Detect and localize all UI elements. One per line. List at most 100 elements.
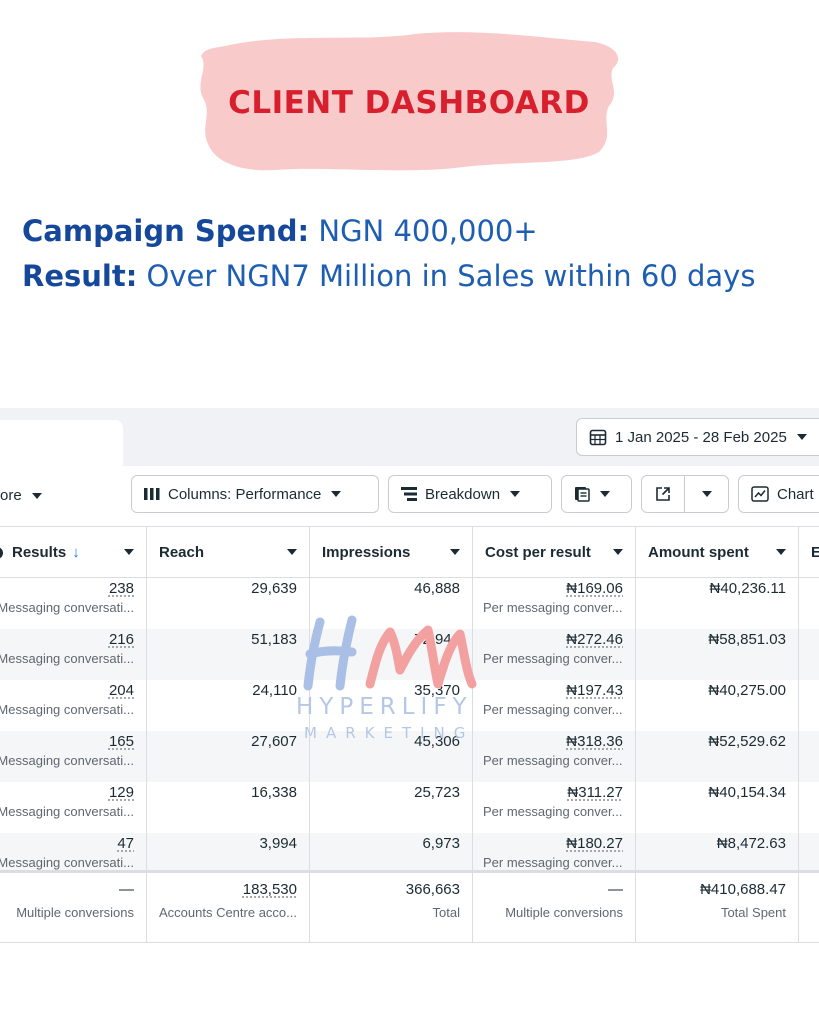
reach-value: 24,110: [252, 682, 297, 699]
spent-cell: ₦40,275.00: [636, 680, 799, 731]
export-dropdown[interactable]: [685, 491, 728, 497]
cost-type: Per messaging conver...: [483, 702, 623, 717]
columns-button[interactable]: Columns: Performance: [131, 475, 379, 513]
report-icon: [574, 486, 590, 502]
chevron-down-icon: [776, 549, 786, 555]
spent-value: ₦40,236.11: [709, 580, 786, 597]
total-results-cell: — Multiple conversions: [0, 873, 147, 943]
total-spent-value: ₦410,688.47: [700, 881, 786, 898]
spent-cell: ₦52,529.62: [636, 731, 799, 782]
table-row[interactable]: 204 Messaging conversati... 24,110 35,370…: [0, 680, 819, 731]
date-range-picker[interactable]: 1 Jan 2025 - 28 Feb 2025: [576, 418, 819, 456]
info-icon: [0, 546, 6, 560]
cost-value[interactable]: ₦272.46: [566, 631, 623, 648]
table-row[interactable]: 129 Messaging conversati... 16,338 25,723…: [0, 782, 819, 833]
spent-value: ₦40,275.00: [708, 682, 786, 699]
reach-value: 27,607: [251, 733, 297, 750]
results-value[interactable]: 238: [108, 580, 134, 597]
results-value[interactable]: 165: [108, 733, 134, 750]
export-button-group[interactable]: [641, 475, 729, 513]
results-type: Messaging conversati...: [0, 753, 134, 768]
sort-arrow-icon: ↓: [72, 544, 80, 561]
columns-label: Columns: Performance: [168, 485, 322, 503]
impressions-cell: 46,888: [310, 578, 473, 629]
cost-value[interactable]: ₦318.36: [566, 733, 623, 750]
results-type: Messaging conversati...: [0, 600, 134, 615]
results-value[interactable]: 129: [108, 784, 134, 801]
results-value[interactable]: 47: [117, 835, 134, 852]
results-cell: 216 Messaging conversati...: [0, 629, 147, 680]
impressions-cell: 6,973: [310, 833, 473, 884]
impressions-cell: 35,370: [310, 680, 473, 731]
table-row[interactable]: 238 Messaging conversati... 29,639 46,888…: [0, 578, 819, 629]
total-spent-cell: ₦410,688.47 Total Spent: [636, 873, 799, 943]
column-header-amount-spent[interactable]: Amount spent: [636, 527, 799, 578]
cost-value[interactable]: ₦169.06: [566, 580, 623, 597]
top-bar: 1 Jan 2025 - 28 Feb 2025: [0, 408, 819, 468]
impressions-value: 35,370: [414, 682, 460, 699]
reach-value: 16,338: [251, 784, 297, 801]
header-banner: CLIENT DASHBOARD: [195, 28, 623, 174]
cost-type: Per messaging conver...: [483, 753, 623, 768]
column-header-label: Cost per result: [485, 544, 591, 561]
cost-type: Per messaging conver...: [483, 651, 623, 666]
spent-value: ₦40,154.34: [708, 784, 786, 801]
results-cell: 238 Messaging conversati...: [0, 578, 147, 629]
spent-cell: ₦40,236.11: [636, 578, 799, 629]
total-cost-value: —: [608, 881, 623, 898]
table-row[interactable]: 165 Messaging conversati... 27,607 45,306…: [0, 731, 819, 782]
column-header-next[interactable]: E: [799, 527, 819, 578]
chart-icon: [751, 486, 769, 502]
column-header-label: Reach: [159, 544, 205, 561]
brush-stroke-shape: [200, 32, 619, 171]
reach-cell: 51,183: [147, 629, 310, 680]
spent-cell: ₦40,154.34: [636, 782, 799, 833]
total-impressions-type: Total: [432, 905, 460, 920]
column-header-reach[interactable]: Reach: [147, 527, 310, 578]
cost-cell: ₦197.43 Per messaging conver...: [473, 680, 636, 731]
results-cell: 47 Messaging conversati...: [0, 833, 147, 884]
results-value[interactable]: 216: [108, 631, 134, 648]
reach-cell: 3,994: [147, 833, 310, 884]
spent-value: ₦8,472.63: [716, 835, 786, 852]
chevron-down-icon: [124, 549, 134, 555]
calendar-icon: [589, 428, 607, 446]
total-reach-value[interactable]: 183,530: [242, 881, 297, 898]
chevron-down-icon: [287, 549, 297, 555]
breakdown-label: Breakdown: [425, 485, 501, 503]
active-tab[interactable]: [0, 420, 123, 468]
export-icon[interactable]: [642, 476, 686, 512]
reach-value: 51,183: [251, 631, 297, 648]
reach-value: 29,639: [251, 580, 297, 597]
cost-value[interactable]: ₦180.27: [566, 835, 623, 852]
chart-button[interactable]: Chart: [738, 475, 819, 513]
chevron-down-icon: [331, 491, 342, 497]
ads-manager-screenshot: 1 Jan 2025 - 28 Feb 2025 ore Columns: Pe…: [0, 408, 819, 943]
total-cost-type: Multiple conversions: [505, 905, 623, 920]
chevron-down-icon: [31, 492, 42, 499]
results-type: Messaging conversati...: [0, 804, 134, 819]
column-header-cost-per-result[interactable]: Cost per result: [473, 527, 636, 578]
more-dropdown[interactable]: ore: [0, 487, 42, 504]
cost-value[interactable]: ₦197.43: [566, 682, 623, 699]
chevron-down-icon: [600, 491, 610, 497]
total-results-value: —: [119, 881, 134, 898]
banner-title: CLIENT DASHBOARD: [228, 85, 590, 121]
reports-button[interactable]: [561, 475, 632, 513]
total-reach-cell: 183,530 Accounts Centre acco...: [147, 873, 310, 943]
breakdown-icon: [401, 487, 417, 501]
table-row[interactable]: 216 Messaging conversati... 51,183 72,946…: [0, 629, 819, 680]
results-value[interactable]: 204: [108, 682, 134, 699]
column-header-label: Amount spent: [648, 544, 749, 561]
column-header-results[interactable]: Results ↓: [0, 527, 147, 578]
totals-row: — Multiple conversions 183,530 Accounts Ce…: [0, 870, 819, 943]
impressions-cell: 25,723: [310, 782, 473, 833]
spend-label: Campaign Spend:: [22, 214, 310, 248]
breakdown-button[interactable]: Breakdown: [388, 475, 552, 513]
cost-value[interactable]: ₦311.27: [567, 784, 623, 801]
impressions-value: 6,973: [422, 835, 460, 852]
cost-cell: ₦311.27 Per messaging conver...: [473, 782, 636, 833]
spent-cell: ₦8,472.63: [636, 833, 799, 884]
column-header-impressions[interactable]: Impressions: [310, 527, 473, 578]
reach-value: 3,994: [259, 835, 297, 852]
